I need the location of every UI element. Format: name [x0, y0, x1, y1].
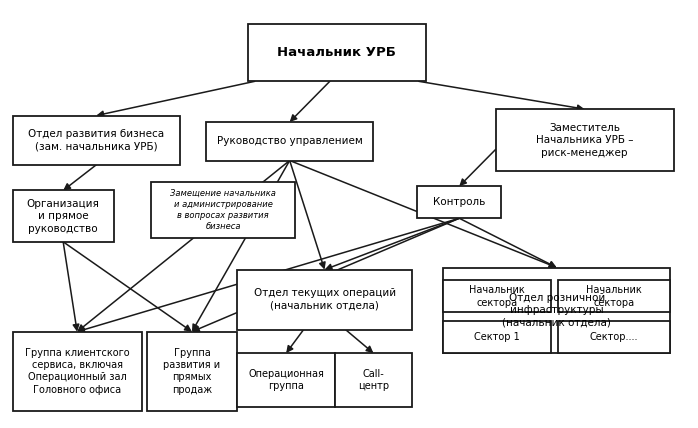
FancyBboxPatch shape: [417, 186, 501, 218]
Text: Начальник УРБ: Начальник УРБ: [277, 46, 396, 59]
FancyBboxPatch shape: [151, 182, 295, 238]
FancyBboxPatch shape: [443, 321, 551, 353]
FancyBboxPatch shape: [13, 332, 142, 411]
FancyBboxPatch shape: [335, 353, 412, 407]
FancyBboxPatch shape: [443, 268, 670, 353]
Text: Контроль: Контроль: [433, 197, 486, 207]
FancyBboxPatch shape: [248, 24, 426, 81]
Text: Организация
и прямое
руководство: Организация и прямое руководство: [27, 199, 100, 234]
Text: Сектор 1: Сектор 1: [475, 332, 520, 342]
Text: Начальник
сектора: Начальник сектора: [470, 285, 525, 308]
FancyBboxPatch shape: [237, 353, 335, 407]
Text: Сектор....: Сектор....: [590, 332, 639, 342]
Text: Руководство управлением: Руководство управлением: [217, 136, 362, 146]
FancyBboxPatch shape: [443, 280, 551, 312]
FancyBboxPatch shape: [206, 122, 373, 160]
FancyBboxPatch shape: [496, 109, 674, 171]
Text: Операционная
группа: Операционная группа: [248, 369, 324, 391]
Text: Отдел развития бизнеса
(зам. начальника УРБ): Отдел развития бизнеса (зам. начальника …: [28, 129, 165, 152]
Text: Отдел текущих операций
(начальник отдела): Отдел текущих операций (начальник отдела…: [253, 288, 396, 311]
Text: Начальник
сектора: Начальник сектора: [586, 285, 642, 308]
FancyBboxPatch shape: [558, 321, 670, 353]
FancyBboxPatch shape: [558, 280, 670, 312]
FancyBboxPatch shape: [147, 332, 237, 411]
Text: Группа
развития и
прямых
продаж: Группа развития и прямых продаж: [163, 348, 221, 395]
Text: Заместитель
Начальника УРБ –
риск-менеджер: Заместитель Начальника УРБ – риск-менедж…: [536, 123, 633, 158]
Text: Замещение начальника
и администрирование
в вопросах развития
бизнеса: Замещение начальника и администрирование…: [170, 189, 276, 231]
FancyBboxPatch shape: [13, 190, 114, 242]
FancyBboxPatch shape: [237, 270, 412, 330]
Text: Группа клиентского
сервиса, включая
Операционный зал
Головного офиса: Группа клиентского сервиса, включая Опер…: [25, 348, 129, 395]
Text: Отдел розничной
инфраструктуры
(начальник отдела): Отдел розничной инфраструктуры (начальни…: [503, 293, 611, 328]
FancyBboxPatch shape: [13, 116, 180, 165]
Text: Call-
центр: Call- центр: [358, 369, 389, 391]
